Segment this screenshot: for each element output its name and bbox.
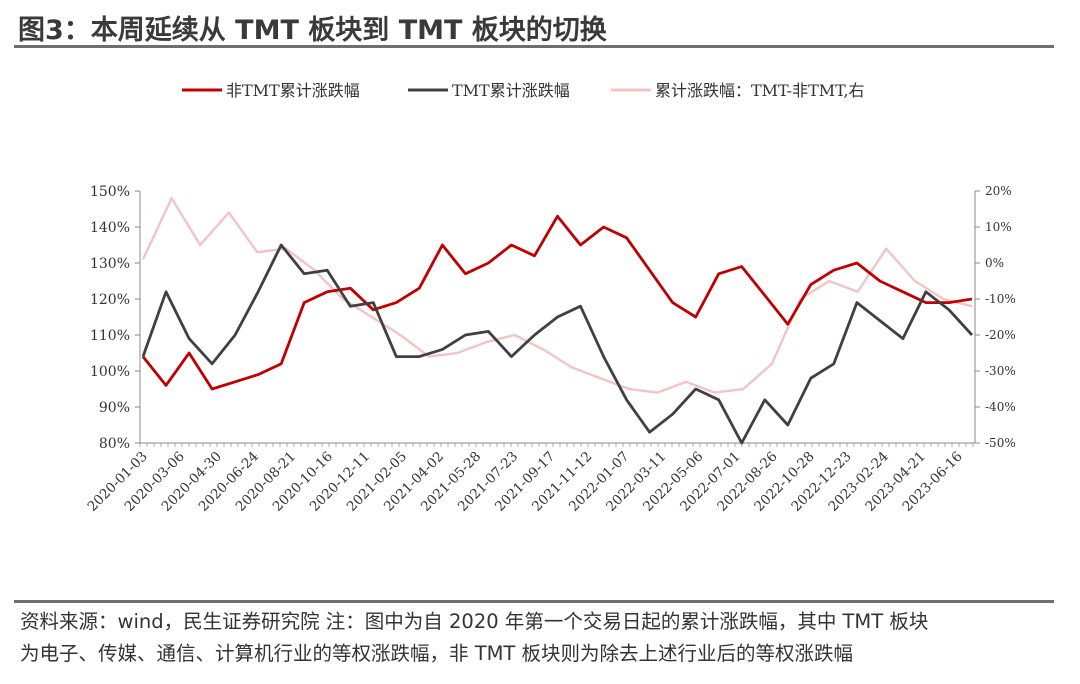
right-tick-label: 0% xyxy=(985,256,1004,270)
footnote-divider xyxy=(14,600,1054,603)
right-tick-label: 10% xyxy=(985,220,1012,234)
right-tick-label: -20% xyxy=(985,328,1016,342)
legend-label-2: 累计涨跌幅：TMT-非TMT,右 xyxy=(655,81,865,100)
right-tick-label: -50% xyxy=(985,436,1016,450)
right-tick-label: -30% xyxy=(985,364,1016,378)
dual-axis-line-chart: 非TMT累计涨跌幅 TMT累计涨跌幅 累计涨跌幅：TMT-非TMT,右 150% 14… xyxy=(84,81,1016,515)
left-tick-label: 150% xyxy=(90,184,130,200)
right-tick-label: -40% xyxy=(985,400,1016,414)
title-divider xyxy=(14,45,1054,48)
left-tick-label: 130% xyxy=(90,256,130,272)
chart-legend: 非TMT累计涨跌幅 TMT累计涨跌幅 累计涨跌幅：TMT-非TMT,右 xyxy=(182,81,865,100)
series-line-1 xyxy=(141,243,974,445)
source-note: 资料来源：wind，民生证券研究院 注：图中为自 2020 年第一个交易日起的累… xyxy=(20,606,1050,670)
series-line-0 xyxy=(141,214,973,391)
right-tick-label: -10% xyxy=(985,292,1016,306)
legend-label-1: TMT累计涨跌幅 xyxy=(452,81,570,100)
left-tick-label: 110% xyxy=(90,328,130,344)
left-tick-label: 90% xyxy=(99,400,130,416)
legend-label-0: 非TMT累计涨跌幅 xyxy=(226,81,360,100)
series-line-2 xyxy=(141,196,973,394)
left-tick-label: 140% xyxy=(90,220,130,236)
left-tick-label: 100% xyxy=(90,364,130,380)
left-tick-label: 120% xyxy=(90,292,130,308)
chart-lines xyxy=(141,196,974,445)
right-tick-label: 20% xyxy=(985,184,1012,198)
source-note-line-2: 为电子、传媒、通信、计算机行业的等权涨跌幅，非 TMT 板块则为除去上述行业后的… xyxy=(20,642,854,665)
left-tick-label: 80% xyxy=(99,436,130,452)
figure-title: 图3：本周延续从 TMT 板块到 TMT 板块的切换 xyxy=(18,15,607,46)
source-note-line-1: 资料来源：wind，民生证券研究院 注：图中为自 2020 年第一个交易日起的累… xyxy=(20,610,929,633)
